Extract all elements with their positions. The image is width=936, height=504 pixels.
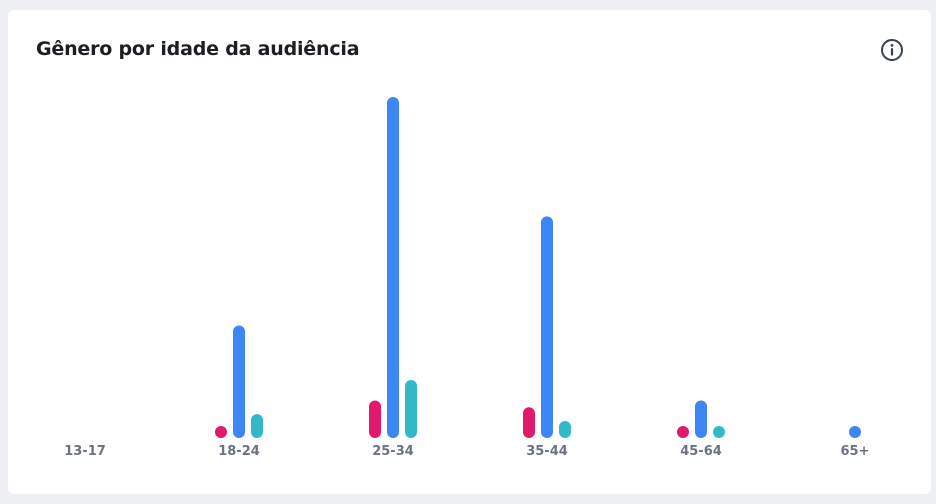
bar-35-44-series-1[interactable] [523, 407, 535, 438]
x-tick-label: 45-64 [680, 444, 722, 459]
bar-18-24-series-2[interactable] [233, 325, 245, 438]
bar-18-24-series-1[interactable] [215, 426, 227, 438]
bar-25-34-series-3[interactable] [405, 380, 417, 438]
bar-18-24-series-3[interactable] [251, 414, 263, 438]
x-tick-label: 25-34 [372, 444, 414, 459]
bar-65+-series-2[interactable] [849, 426, 861, 438]
info-circle-icon[interactable] [880, 38, 904, 62]
x-tick-label: 65+ [841, 444, 870, 459]
bar-45-64-series-3[interactable] [713, 426, 725, 438]
bar-35-44-series-2[interactable] [541, 216, 553, 438]
bar-45-64-series-1[interactable] [677, 426, 689, 438]
bar-25-34-series-2[interactable] [387, 97, 399, 438]
chart-card: Gênero por idade da audiência [8, 10, 931, 494]
bar-45-64-series-2[interactable] [695, 400, 707, 438]
bar-35-44-series-3[interactable] [559, 420, 571, 438]
x-tick-label: 13-17 [64, 444, 106, 459]
chart-title: Gênero por idade da audiência [36, 38, 360, 60]
bar-25-34-series-1[interactable] [369, 400, 381, 438]
x-tick-label: 35-44 [526, 444, 568, 459]
x-tick-label: 18-24 [218, 444, 260, 459]
